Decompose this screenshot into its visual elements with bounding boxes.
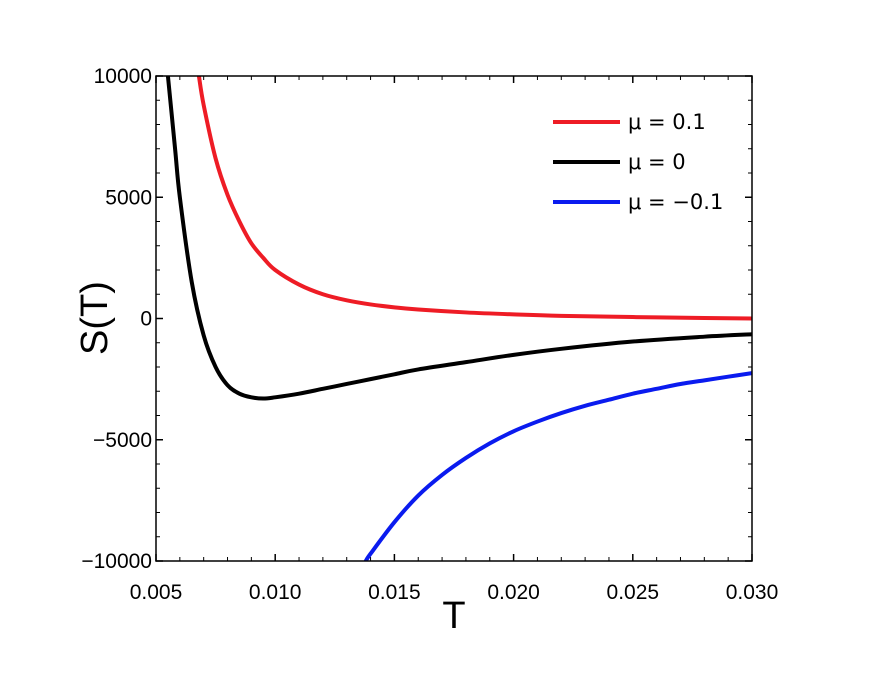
y-tick-labels: 10000 5000 0 −5000 −10000	[81, 65, 152, 573]
y-axis-title: S(T)	[74, 281, 116, 355]
legend-label: μ = −0.1	[628, 190, 723, 214]
x-tick-label: 0.005	[130, 581, 183, 604]
series-line	[363, 371, 752, 561]
y-tick-label: −10000	[81, 550, 152, 573]
y-tick-label: 0	[140, 308, 152, 331]
x-tick-label: 0.010	[249, 581, 302, 604]
x-tick-label: 0.025	[607, 581, 660, 604]
x-tick-labels: 0.005 0.010 0.015 0.020 0.025 0.030	[130, 581, 779, 604]
plot-frame	[155, 75, 753, 562]
series-lines	[165, 76, 752, 561]
series-line	[165, 76, 752, 401]
legend-label: μ = 0	[628, 150, 686, 174]
x-tick-label: 0.020	[487, 581, 540, 604]
legend-label: μ = 0.1	[628, 110, 706, 134]
y-tick-label: 10000	[94, 65, 152, 88]
y-tick-label: −5000	[93, 429, 152, 452]
x-tick-label: 0.015	[368, 581, 421, 604]
x-axis-title: T	[442, 595, 465, 637]
y-tick-label: 5000	[105, 186, 152, 209]
x-tick-label: 0.030	[726, 581, 779, 604]
legend: μ = 0.1 μ = 0 μ = −0.1	[553, 110, 723, 214]
series-line	[196, 76, 752, 321]
